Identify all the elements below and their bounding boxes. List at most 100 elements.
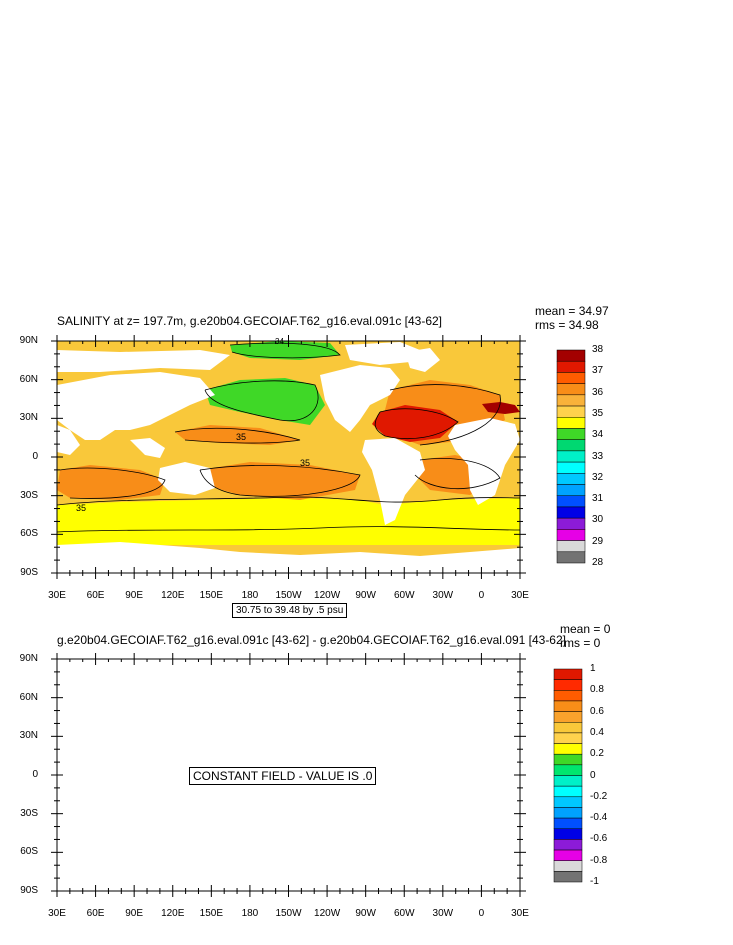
southern-ocean-band — [57, 498, 520, 545]
contour-lines — [56, 342, 521, 533]
top-lon-label: 60E — [86, 590, 105, 601]
bottom-colorbar-label: -0.8 — [590, 854, 608, 866]
bottom-lon-label: 60W — [393, 908, 415, 919]
southeast-asia-land — [130, 438, 165, 458]
contour-label-equatorial: 35 — [300, 458, 311, 468]
canadian-arctic-land — [345, 342, 420, 365]
top-lat-label: 30S — [20, 489, 38, 501]
bottom-lon-label: 0 — [478, 908, 485, 919]
top-lat-label: 60S — [20, 528, 38, 540]
bottom-colorbar-box — [553, 679, 583, 691]
top-lon-label: 90W — [355, 590, 376, 601]
top-lon-label: 60W — [393, 590, 415, 601]
north-pacific-tongue — [175, 425, 300, 445]
bottom-colorbar-box — [553, 668, 583, 680]
top-lon-label: 120W — [314, 590, 341, 601]
bottom-colorbar-box — [553, 700, 583, 712]
top-lon-label: 30W — [432, 590, 454, 601]
bottom-lon-label: 150E — [199, 908, 223, 919]
bottom-lon-label: 60E — [86, 908, 105, 919]
bottom-plot-title: g.e20b04.GECOIAF.T62_g16.eval.091c [43-6… — [57, 633, 566, 647]
contour-label-south-indian: 35 — [76, 503, 87, 513]
bottom-lon-label: 150W — [275, 908, 302, 919]
top-lat-label: 60N — [19, 373, 38, 385]
bottom-lat-label: 90N — [19, 653, 38, 664]
bottom-colorbar-box — [553, 753, 583, 766]
bottom-colorbar-box — [553, 817, 583, 829]
bottom-colorbar-label: 1 — [590, 663, 596, 674]
bottom-lat-label: 60N — [19, 691, 38, 703]
south-pacific-high — [200, 462, 360, 500]
bottom-colorbar-label: -1 — [590, 876, 599, 887]
bottom-colorbar-label: -0.6 — [590, 833, 608, 845]
top-colorbar-box — [556, 417, 586, 429]
bottom-colorbar-box — [553, 828, 583, 840]
bottom-colorbar-box — [553, 871, 583, 883]
siberia-land — [57, 350, 230, 372]
north-america-land — [320, 365, 400, 432]
top-colorbar-box — [556, 551, 586, 564]
top-salinity-map — [56, 341, 521, 573]
bottom-colorbar — [553, 668, 583, 883]
top-lon-label: 150W — [275, 590, 302, 601]
bottom-colorbar-label: 0.4 — [590, 726, 604, 738]
top-colorbar-box — [556, 405, 586, 418]
top-colorbar-label: 34 — [592, 429, 604, 441]
bottom-colorbar-box — [553, 807, 583, 819]
top-colorbar-box — [556, 394, 586, 407]
bottom-colorbar-box — [553, 796, 583, 808]
bottom-colorbar-label: 0.8 — [590, 684, 604, 696]
top-lat-label: 90N — [19, 335, 38, 346]
top-map-ticks — [51, 335, 526, 579]
top-colorbar-label: 31 — [592, 493, 604, 505]
bottom-colorbar-box — [553, 849, 583, 861]
north-atlantic-max — [372, 405, 458, 442]
bottom-lat-label: 30N — [19, 730, 38, 742]
bottom-plot-rms: rms = 0 — [560, 636, 601, 650]
bottom-plot-mean: mean = 0 — [560, 622, 611, 636]
top-colorbar-box — [556, 383, 586, 396]
bottom-colorbar-label: 0.2 — [590, 748, 604, 760]
top-colorbar-box — [556, 473, 586, 485]
bottom-lon-label: 30E — [48, 908, 66, 919]
bottom-lon-label: 90E — [125, 908, 144, 919]
top-colorbar-box — [556, 540, 586, 553]
eurasia-land — [57, 372, 215, 440]
top-lon-label: 0 — [478, 590, 485, 601]
top-colorbar-label: 32 — [592, 471, 604, 483]
top-lat-label: 30N — [19, 412, 38, 424]
indian-ocean-high — [57, 465, 165, 500]
bottom-map-ticks — [51, 653, 526, 897]
contour-label-arctic: 34 — [275, 337, 284, 346]
bottom-colorbar-box — [553, 785, 583, 798]
top-lon-label: 90E — [125, 590, 144, 601]
top-lon-label: 150E — [199, 590, 223, 601]
greenland-land — [405, 348, 440, 372]
bottom-lon-label: 30W — [432, 908, 454, 919]
top-lon-label: 120E — [161, 590, 185, 601]
top-colorbar-label: 38 — [592, 344, 604, 355]
africa-land — [448, 418, 520, 505]
top-colorbar-box — [556, 461, 586, 474]
bottom-colorbar-label: 0 — [590, 769, 596, 781]
top-colorbar-label: 30 — [592, 514, 604, 526]
top-colorbar-label: 37 — [592, 365, 604, 377]
top-lon-label: 30E — [48, 590, 66, 601]
bottom-colorbar-box — [553, 775, 583, 787]
top-colorbar-label: 28 — [592, 557, 604, 568]
top-colorbar-box — [556, 529, 586, 541]
arctic-low — [230, 341, 340, 360]
south-america-land — [362, 438, 425, 525]
north-pacific-low — [205, 378, 325, 425]
bottom-colorbar-box — [553, 732, 583, 744]
bottom-colorbar-label: -0.2 — [590, 790, 608, 802]
bottom-colorbar-box — [553, 743, 583, 755]
antarctica-mask — [57, 542, 520, 573]
bottom-lat-label: 0 — [32, 769, 38, 780]
top-range-note: 30.75 to 39.48 by .5 psu — [232, 603, 348, 618]
top-colorbar-box — [556, 439, 586, 452]
bottom-colorbar-box — [553, 690, 583, 702]
bottom-colorbar-label: 0.6 — [590, 705, 604, 717]
bottom-lon-label: 120W — [314, 908, 341, 919]
